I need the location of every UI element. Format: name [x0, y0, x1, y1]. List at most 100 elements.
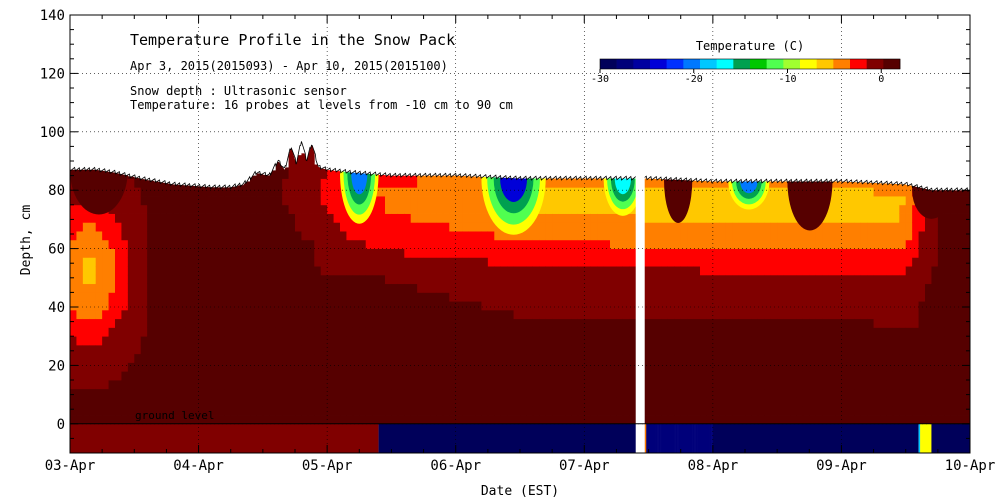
snow-cell: [719, 292, 727, 302]
ground-cell: [706, 423, 709, 453]
snow-cell: [494, 283, 502, 293]
snow-cell: [809, 371, 817, 381]
snow-cell: [513, 266, 521, 276]
colorbar-segment: [600, 59, 617, 69]
snow-cell: [520, 344, 527, 355]
snow-cell: [481, 353, 489, 363]
snow-cell: [372, 196, 379, 206]
snow-cell: [256, 231, 264, 241]
snow-cell: [719, 283, 727, 293]
snow-cell: [320, 380, 328, 390]
snow-cell: [873, 266, 881, 276]
snow-cell: [892, 231, 900, 241]
snow-cell: [931, 292, 939, 302]
snow-cell: [166, 292, 174, 302]
snow-cell: [790, 213, 797, 223]
snow-cell: [899, 353, 907, 363]
snow-cell: [410, 327, 418, 337]
snow-cell: [745, 257, 752, 267]
snow-cell: [76, 353, 84, 363]
snow-cell: [160, 415, 167, 425]
snow-cell: [867, 274, 874, 285]
snow-cell: [757, 283, 765, 293]
snow-cell: [732, 248, 739, 258]
snow-cell: [674, 371, 682, 381]
snow-cell: [314, 353, 322, 363]
snow-cell: [565, 415, 572, 425]
snow-cell: [931, 362, 939, 372]
snow-cell: [455, 178, 463, 188]
snow-cell: [115, 248, 122, 258]
snow-cell: [147, 213, 154, 223]
snow-cell: [166, 231, 174, 241]
snow-cell: [841, 231, 849, 241]
snow-cell: [314, 301, 322, 311]
snow-cell: [295, 274, 302, 285]
snow-cell: [340, 283, 347, 293]
snow-cell: [179, 248, 187, 258]
snow-cell: [147, 309, 154, 320]
snow-cell: [507, 301, 514, 311]
snow-cell: [442, 301, 450, 311]
snow-cell: [918, 274, 926, 285]
snow-cell: [147, 222, 154, 232]
snow-cell: [410, 283, 418, 293]
snow-cell: [172, 406, 180, 416]
snow-cell: [153, 196, 161, 206]
ground-cell: [666, 423, 669, 453]
snow-cell: [822, 406, 829, 416]
snow-cell: [661, 222, 669, 232]
snow-cell: [835, 266, 842, 276]
snow-cell: [642, 380, 649, 390]
snow-cell: [397, 301, 405, 311]
ground-cell: [709, 423, 712, 453]
snow-cell: [558, 231, 566, 241]
snow-cell: [532, 415, 540, 425]
snow-cell: [963, 388, 970, 398]
snow-cell: [417, 248, 424, 258]
snow-cell: [417, 231, 424, 241]
snow-cell: [886, 231, 894, 241]
snow-cell: [442, 327, 450, 337]
snow-cell: [172, 248, 180, 258]
snow-cell: [475, 222, 482, 232]
snow-cell: [661, 336, 669, 346]
colorbar-segment: [866, 59, 884, 69]
snow-cell: [867, 336, 874, 346]
snow-cell: [937, 309, 945, 320]
snow-cell: [764, 274, 772, 285]
snow-cell: [648, 196, 656, 206]
snow-cell: [796, 336, 804, 346]
snow-cell: [905, 415, 913, 425]
snow-cell: [616, 406, 624, 416]
snow-cell: [571, 178, 579, 188]
snow-cell: [648, 380, 656, 390]
snow-cell: [642, 301, 649, 311]
snow-cell: [507, 309, 514, 320]
snow-cell: [545, 292, 553, 302]
snow-cell: [430, 336, 437, 346]
snow-cell: [706, 388, 714, 398]
snow-cell: [532, 292, 540, 302]
snow-cell: [610, 248, 617, 258]
snow-cell: [262, 178, 270, 188]
snow-cell: [912, 388, 919, 398]
snow-cell: [526, 397, 534, 407]
snow-cell: [230, 257, 238, 267]
snow-cell: [886, 187, 894, 197]
snow-cell: [725, 196, 733, 206]
snow-cell: [944, 318, 952, 328]
snow-cell: [262, 274, 270, 285]
snow-cell: [230, 248, 238, 258]
snow-cell: [211, 222, 219, 232]
snow-cell: [577, 397, 585, 407]
snow-cell: [751, 318, 759, 328]
snow-cell: [462, 231, 469, 241]
snow-cell: [397, 353, 405, 363]
snow-cell: [410, 344, 418, 355]
snow-cell: [455, 301, 463, 311]
snow-cell: [899, 388, 907, 398]
snow-cell: [205, 196, 212, 206]
snow-cell: [880, 231, 887, 241]
snow-cell: [127, 406, 135, 416]
